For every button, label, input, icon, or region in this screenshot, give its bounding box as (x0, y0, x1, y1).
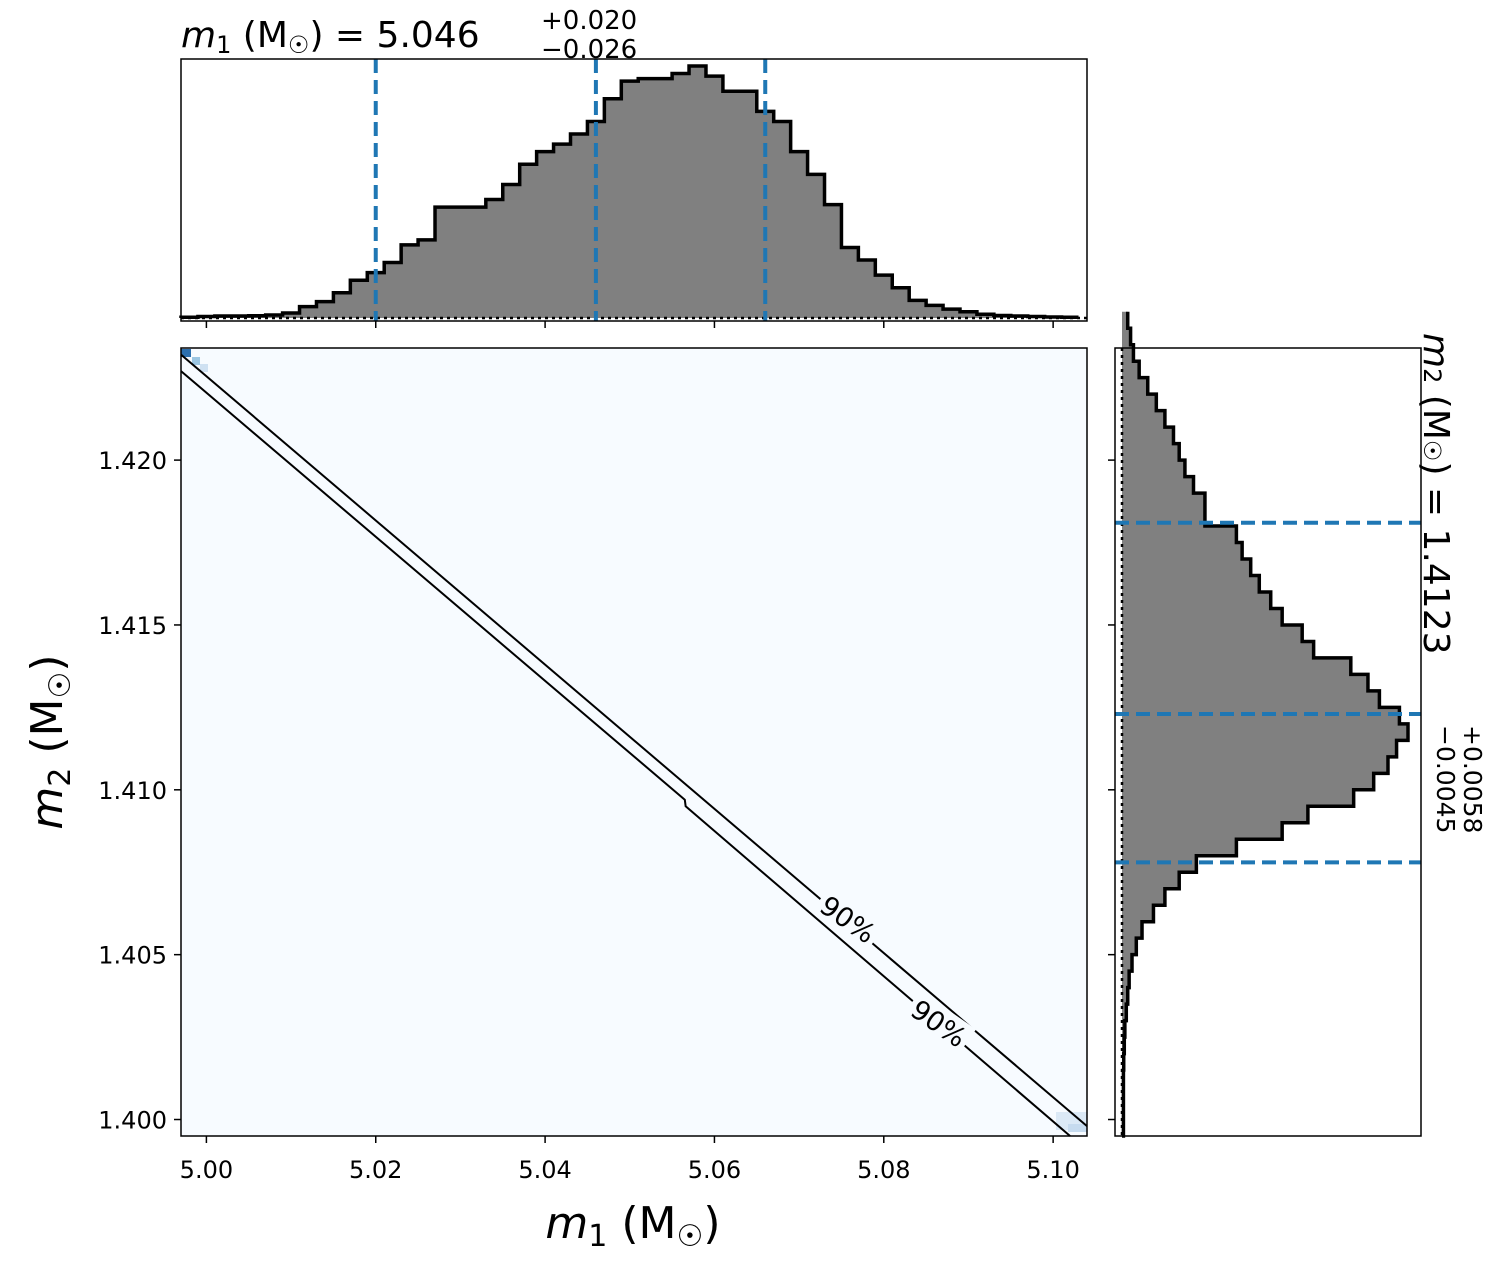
m2-title-close: ) = (1415, 461, 1456, 528)
y-tick-label-0: 1.400 (98, 1107, 167, 1135)
y-axis-label: m2 (M☉) (22, 654, 78, 829)
y-label-symbol: m (22, 787, 73, 830)
y-tick-label-1: 1.405 (98, 942, 167, 970)
m2-histogram-fill (1122, 311, 1408, 1137)
m2-title-unit: (M (1415, 383, 1456, 440)
m1-quantile-lines (373, 59, 768, 321)
contour-label-1-mask (812, 886, 886, 950)
m1-title-sun-symbol: ☉ (288, 31, 310, 59)
m2-histogram-outline (1121, 311, 1410, 1138)
joint-panel-frame (180, 347, 1088, 1137)
m2-title-text: m2 (M☉) = 1.4123 (1415, 333, 1456, 655)
y-label-unit: (M (22, 698, 73, 767)
heatmap-corner-top-left-pale (200, 364, 208, 372)
m2-quantile-lines (1115, 520, 1421, 865)
x-tick-label-3: 5.06 (688, 1156, 741, 1184)
heatmap-corner-top-left-light (192, 357, 200, 365)
m1-title-close: ) = (309, 15, 376, 56)
m1-histogram-fill (181, 66, 1079, 318)
x-tick-label-2: 5.04 (518, 1156, 571, 1184)
m1-lower-error: −0.026 (541, 35, 637, 65)
joint-x-axis-ticks: 5.00 5.02 5.04 5.06 5.08 5.10 (180, 1136, 1080, 1184)
y-label-close: ) (22, 654, 73, 671)
heatmap-dense-corner-top-left (181, 349, 191, 357)
x-label-close: ) (703, 1198, 720, 1249)
x-label-unit: (M (607, 1198, 676, 1249)
y-tick-label-3: 1.415 (98, 612, 167, 640)
m1-title-subscript: 1 (216, 31, 231, 59)
right-panel-frame (1114, 347, 1422, 1137)
m1-marginal-ticks (205, 321, 1054, 328)
m1-histogram-outline (179, 64, 1079, 319)
m2-median-value: 1.4123 (1415, 529, 1456, 655)
x-label-symbol: m (545, 1198, 588, 1249)
m1-title-unit: (M (231, 15, 288, 56)
x-label-sun-symbol: ☉ (677, 1219, 704, 1254)
y-label-subscript: 2 (43, 768, 78, 787)
m2-marginal-ticks (1108, 459, 1115, 1121)
m2-marginal-title: m2 (M☉) = 1.4123 +0.0058 −0.0045 (1415, 333, 1487, 833)
heatmap-corner-bottom-right-2 (1068, 1124, 1087, 1132)
x-tick-label-1: 5.02 (349, 1156, 402, 1184)
x-axis-label: m1 (M☉) (545, 1198, 720, 1254)
top-panel-frame (180, 58, 1088, 322)
m2-upper-error: +0.0058 (1458, 725, 1487, 833)
x-label-subscript: 1 (588, 1219, 607, 1254)
contour-label-2-mask (903, 990, 977, 1054)
m2-title-sun-symbol: ☉ (1418, 440, 1446, 462)
x-tick-label-0: 5.00 (180, 1156, 233, 1184)
m2-lower-error: −0.0045 (1431, 725, 1460, 833)
m1-median-value: 5.046 (377, 15, 480, 56)
joint-density-panel: 90% 90% 5.00 5.02 5.04 5.06 5.08 5.10 1.4001.… (22, 347, 1088, 1254)
joint-y-axis-ticks: 1.400 1.405 1.410 1.415 1.420 (98, 447, 181, 1135)
y-tick-label-2: 1.410 (98, 777, 167, 805)
m1-marginal-histogram: m1 (M☉) = 5.046 +0.020 −0.026 (179, 6, 1088, 328)
m2-title-symbol: m (1415, 333, 1456, 368)
m1-marginal-title: m1 (M☉) = 5.046 (181, 15, 480, 59)
x-tick-label-5: 5.10 (1026, 1156, 1079, 1184)
y-tick-label-4: 1.420 (98, 447, 167, 475)
x-tick-label-4: 5.08 (857, 1156, 910, 1184)
m1-title-symbol: m (181, 15, 216, 56)
m2-marginal-histogram: m2 (M☉) = 1.4123 +0.0058 −0.0045 (1108, 311, 1487, 1138)
contour-90-upper (180, 353, 1088, 1127)
y-label-sun-symbol: ☉ (43, 672, 78, 699)
m2-title-subscript: 2 (1418, 368, 1446, 383)
m1-upper-error: +0.020 (541, 6, 637, 36)
contour-90-lower (180, 370, 1071, 1137)
